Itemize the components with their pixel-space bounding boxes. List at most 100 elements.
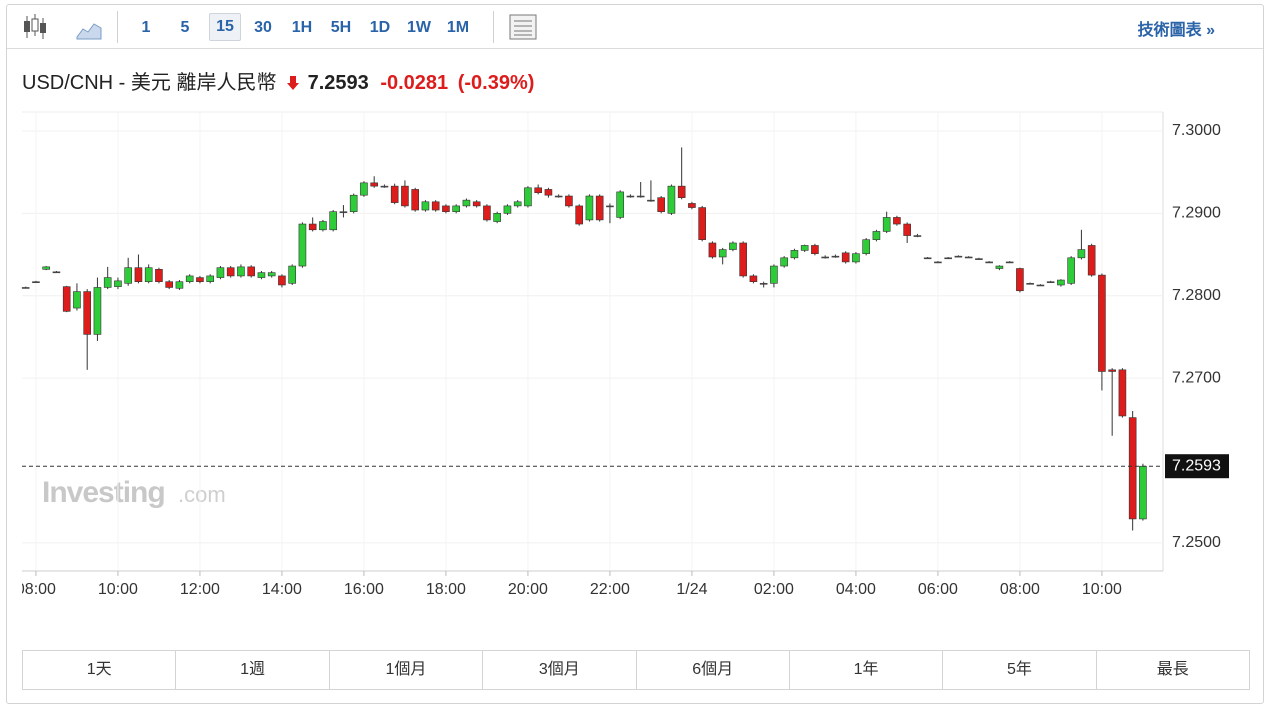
y-tick-label: 7.2800 <box>1172 287 1221 304</box>
candle-body <box>1036 284 1045 287</box>
candle-body <box>1067 257 1075 284</box>
candle-body <box>595 195 604 221</box>
interval-button[interactable]: 1H <box>291 19 313 36</box>
candle-body <box>944 257 952 260</box>
x-tick-label: 18:00 <box>426 581 466 598</box>
interval-button[interactable]: 5 <box>180 19 190 36</box>
candle-body <box>155 269 163 282</box>
widget: 1 5 15 30 1H 5H 1D 1W 1M 技術圖表 » USD/CNH - 美元 離岸人… <box>6 4 1264 704</box>
candle-body <box>831 255 840 258</box>
candle-body <box>790 250 799 259</box>
candle-body <box>811 245 819 254</box>
separator <box>117 11 118 43</box>
candle-body <box>267 272 276 277</box>
interval-button[interactable]: 1W <box>407 19 431 36</box>
quote-header: USD/CNH - 美元 離岸人民幣 7.2593 -0.0281 (-0.39… <box>22 66 534 95</box>
candle-body <box>1026 283 1034 285</box>
x-tick-label: 02:00 <box>754 581 794 598</box>
candle-body <box>247 266 255 277</box>
candle-body <box>185 275 194 282</box>
candle-body <box>780 257 788 267</box>
candle-body <box>677 185 686 198</box>
candle-body <box>411 189 419 211</box>
candle-body <box>278 275 286 286</box>
price: 7.2593 <box>307 72 369 94</box>
instrument: USD/CNH - 美元 離岸人民幣 <box>22 72 277 94</box>
candle-body <box>329 211 337 231</box>
candle-body <box>800 245 809 251</box>
interval-button[interactable]: 5H <box>330 19 352 36</box>
candle-body <box>524 187 532 207</box>
candle-body <box>872 231 881 240</box>
candle-body <box>216 267 225 278</box>
candle-body <box>759 283 768 285</box>
candle-body <box>288 265 296 284</box>
range-tab[interactable]: 6個月 <box>635 651 789 689</box>
x-tick-label: 16:00 <box>344 581 384 598</box>
candle-body <box>401 185 409 207</box>
candle-body <box>114 280 122 287</box>
candle-body <box>954 255 963 258</box>
candle-body <box>708 242 717 258</box>
x-labels: 08:00 10:00 12:00 14:00 16:00 18:00 20:00 22:00… <box>22 581 1122 598</box>
candle-body <box>934 261 942 264</box>
candle-body <box>298 223 307 267</box>
candle-body <box>1057 279 1065 286</box>
candle-body <box>206 275 214 282</box>
candle-body <box>1139 465 1147 520</box>
candle-body <box>462 199 471 207</box>
candle-body <box>431 201 440 211</box>
change-pct: (-0.39%) <box>457 72 535 94</box>
candle-body <box>636 195 645 198</box>
candle-body <box>319 221 327 231</box>
candle-body <box>995 265 1004 269</box>
candle-body <box>1046 281 1055 283</box>
candle-body <box>698 207 706 240</box>
candle-body <box>585 195 594 221</box>
candle-body <box>718 249 727 258</box>
candle-body <box>749 275 758 282</box>
candle-icon[interactable] <box>21 12 51 42</box>
table-icon[interactable] <box>508 13 538 41</box>
area-icon[interactable] <box>75 17 103 41</box>
candle-body <box>606 205 614 208</box>
range-tab[interactable]: 3個月 <box>482 651 635 689</box>
y-tick-label: 7.2500 <box>1172 534 1221 551</box>
range-tab[interactable]: 1天 <box>86 661 112 678</box>
candle-body <box>339 211 348 213</box>
range-tab[interactable]: 1個月 <box>328 651 482 689</box>
range-tab[interactable]: 1週 <box>175 651 328 689</box>
candle-body <box>472 201 481 207</box>
range-tab[interactable]: 1年 <box>788 651 942 689</box>
candle-body <box>1128 417 1137 520</box>
candle-body <box>83 291 91 335</box>
candle-body <box>821 256 829 259</box>
interval-button[interactable]: 1 <box>141 19 151 36</box>
candle-body <box>923 257 932 260</box>
candle-body <box>852 253 860 263</box>
candle-body <box>616 191 624 218</box>
candle-body <box>544 189 553 196</box>
range-tab[interactable]: 最長 <box>1095 651 1249 689</box>
candle-body <box>1077 249 1086 259</box>
technical-chart-link[interactable]: 技術圖表 » <box>1137 22 1215 39</box>
candle-body <box>503 205 512 214</box>
interval-button[interactable]: 15 <box>209 13 241 41</box>
candle-body <box>1108 369 1116 372</box>
candle-body <box>882 217 891 232</box>
x-tick-label: 1/24 <box>676 581 707 598</box>
range-tabs: 1天 1週 1個月 3個月 6個月 1年 5年 最長 <box>22 650 1250 690</box>
chart: Investing .com 08:00 10:00 12:00 14:00 16:00… <box>21 111 1229 598</box>
interval-button[interactable]: 1D <box>369 19 391 36</box>
watermark-suffix: .com <box>178 482 226 507</box>
candle-body <box>421 201 430 211</box>
x-tick-label: 10:00 <box>1082 581 1122 598</box>
candle-body <box>554 195 563 198</box>
interval-button[interactable]: 1M <box>446 19 470 36</box>
range-tab[interactable]: 5年 <box>942 651 1095 689</box>
candle-body <box>370 182 378 187</box>
candle-body <box>647 199 655 202</box>
interval-button[interactable]: 30 <box>254 19 272 36</box>
watermark: Investing <box>42 476 165 509</box>
candle-body <box>257 272 266 278</box>
